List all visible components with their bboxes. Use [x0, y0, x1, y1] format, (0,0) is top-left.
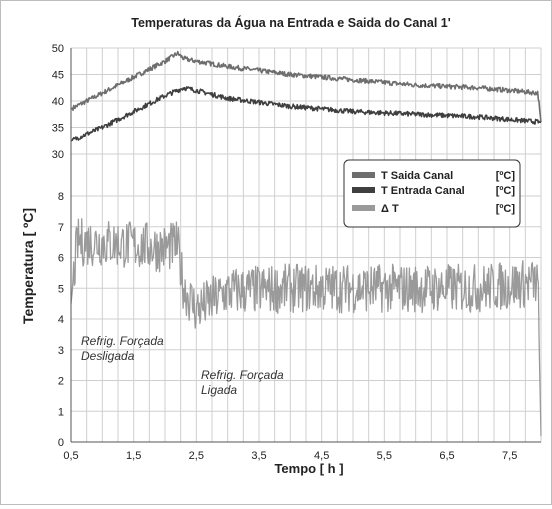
y-tick-label: 3 — [58, 345, 64, 357]
annotation-text: Desligada — [81, 349, 135, 363]
x-tick-label: 2,5 — [189, 450, 204, 462]
y-tick-label: 40 — [52, 96, 64, 108]
annotation-text: Refrig. Forçada — [201, 368, 284, 382]
series-line-delta-t — [70, 218, 542, 436]
x-tick-label: 4,5 — [314, 450, 329, 462]
chart-title: Temperaturas da Água na Entrada e Saida … — [131, 15, 451, 30]
y-tick-label: 1 — [58, 406, 64, 418]
legend-unit: [ºC] — [496, 203, 516, 215]
annotation-text: Ligada — [201, 383, 237, 397]
y-tick-label: 4 — [58, 314, 64, 326]
legend-label: T Saida Canal — [381, 170, 453, 182]
y-tick-label: 5 — [58, 283, 64, 295]
x-tick-label: 5,5 — [377, 450, 392, 462]
y-tick-label: 45 — [52, 70, 64, 82]
annotation-text: Refrig. Forçada — [81, 334, 164, 348]
legend-box — [343, 159, 521, 228]
y-tick-label: 6 — [58, 253, 64, 265]
y-tick-label: 7 — [58, 222, 64, 234]
legend-unit: [ºC] — [496, 170, 516, 182]
series-line-entrada — [70, 86, 542, 142]
x-tick-label: 1,5 — [126, 450, 141, 462]
x-tick-label: 6,5 — [439, 450, 454, 462]
legend-label: T Entrada Canal — [381, 185, 465, 197]
x-tick-label: 3,5 — [251, 450, 266, 462]
x-axis-label: Tempo [ h ] — [274, 461, 343, 476]
y-tick-label: 30 — [52, 149, 64, 161]
legend-label: Δ T — [381, 203, 399, 215]
legend-unit: [ºC] — [496, 185, 516, 197]
x-tick-label: 7,5 — [502, 450, 517, 462]
y-tick-label: 35 — [52, 123, 64, 135]
y-tick-label: 2 — [58, 376, 64, 388]
y-tick-label: 0 — [58, 437, 64, 449]
series-line-saida — [70, 50, 542, 123]
y-axis-label: Temperatura [ ºC] — [20, 208, 36, 324]
x-tick-label: 0,5 — [63, 450, 78, 462]
y-tick-label: 8 — [58, 191, 64, 203]
y-tick-label: 50 — [52, 43, 64, 55]
